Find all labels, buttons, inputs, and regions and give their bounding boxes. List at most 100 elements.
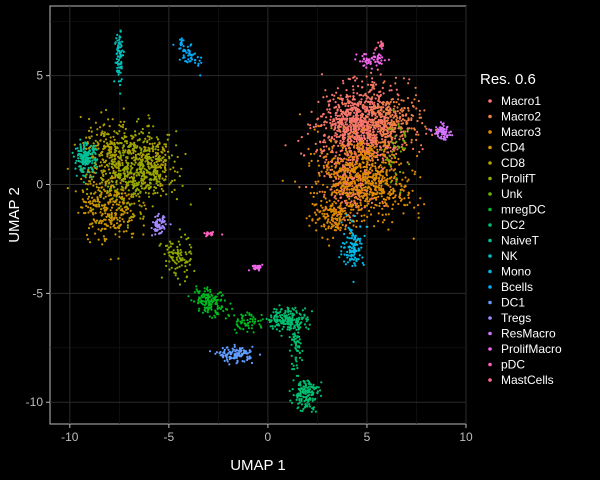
data-point	[397, 120, 400, 123]
data-point	[333, 170, 336, 173]
data-point	[347, 140, 350, 144]
y-axis-title: UMAP 2	[6, 187, 23, 243]
data-point	[79, 138, 82, 141]
data-point	[415, 133, 418, 136]
data-point	[186, 45, 189, 48]
data-point	[184, 261, 187, 264]
x-tick-label: 10	[459, 430, 473, 444]
data-point	[110, 212, 113, 215]
data-point	[451, 134, 454, 137]
data-point	[340, 117, 343, 120]
data-point	[333, 134, 336, 137]
data-point	[382, 81, 385, 84]
data-point	[302, 407, 305, 411]
data-point	[352, 168, 355, 171]
data-point	[336, 114, 339, 117]
data-point	[275, 323, 278, 326]
data-point	[235, 348, 238, 351]
data-point	[338, 213, 341, 216]
data-point	[331, 151, 334, 154]
data-point	[172, 259, 175, 262]
data-point	[295, 328, 298, 331]
data-point	[163, 149, 166, 152]
data-point	[282, 325, 285, 328]
data-point	[349, 205, 352, 208]
data-point	[439, 127, 442, 131]
data-point	[389, 181, 392, 184]
data-point	[396, 145, 399, 148]
data-point	[137, 188, 140, 192]
data-point	[80, 157, 83, 160]
data-point	[87, 166, 90, 170]
data-point	[363, 214, 366, 217]
data-point	[390, 98, 393, 101]
data-point	[233, 328, 236, 331]
data-point	[395, 152, 398, 155]
data-point	[131, 236, 134, 239]
data-point	[399, 115, 402, 118]
data-point	[395, 114, 398, 117]
data-point	[141, 183, 144, 186]
data-point	[321, 190, 324, 193]
data-point	[323, 149, 326, 152]
data-point	[376, 150, 379, 153]
data-point	[94, 152, 97, 155]
data-point	[363, 53, 366, 56]
data-point	[287, 307, 290, 310]
data-point	[166, 138, 169, 141]
data-point	[183, 280, 187, 283]
data-point	[349, 104, 352, 107]
data-point	[340, 170, 343, 173]
data-point	[124, 159, 128, 162]
data-point	[387, 109, 391, 112]
data-point	[446, 134, 449, 137]
data-point	[314, 180, 317, 183]
data-point	[125, 194, 128, 197]
data-point	[225, 307, 228, 311]
data-point	[81, 206, 84, 209]
data-point	[370, 154, 373, 157]
data-point	[313, 211, 317, 214]
data-point	[369, 191, 372, 194]
data-point	[371, 183, 374, 186]
data-point	[376, 130, 379, 133]
data-point	[258, 323, 261, 326]
data-point	[156, 163, 159, 166]
data-point	[349, 95, 352, 98]
data-point	[208, 296, 211, 299]
data-point	[82, 174, 85, 177]
data-point	[143, 145, 146, 149]
data-point	[339, 160, 343, 163]
data-point	[96, 128, 99, 131]
data-point	[223, 299, 226, 302]
data-point	[380, 106, 383, 109]
data-point	[197, 302, 200, 305]
data-point	[290, 362, 294, 365]
data-point	[385, 133, 388, 136]
data-point	[367, 113, 370, 116]
data-point	[125, 142, 128, 145]
data-point	[362, 263, 365, 266]
data-point	[148, 167, 151, 170]
data-point	[112, 203, 115, 206]
data-point	[379, 153, 382, 156]
data-point	[354, 152, 357, 155]
data-point	[120, 192, 123, 195]
data-point	[356, 108, 359, 111]
data-point	[92, 203, 95, 207]
data-point	[328, 147, 331, 150]
data-point	[340, 120, 343, 123]
data-point	[438, 136, 441, 139]
data-point	[82, 142, 86, 146]
data-point	[338, 220, 341, 223]
data-point	[119, 80, 122, 83]
data-point	[162, 189, 165, 193]
data-point	[147, 192, 150, 195]
data-point	[118, 219, 121, 223]
data-point	[336, 226, 339, 230]
data-point	[94, 144, 98, 147]
data-point	[330, 192, 333, 195]
data-point	[82, 161, 85, 164]
data-point	[379, 73, 382, 76]
data-point	[405, 143, 408, 147]
